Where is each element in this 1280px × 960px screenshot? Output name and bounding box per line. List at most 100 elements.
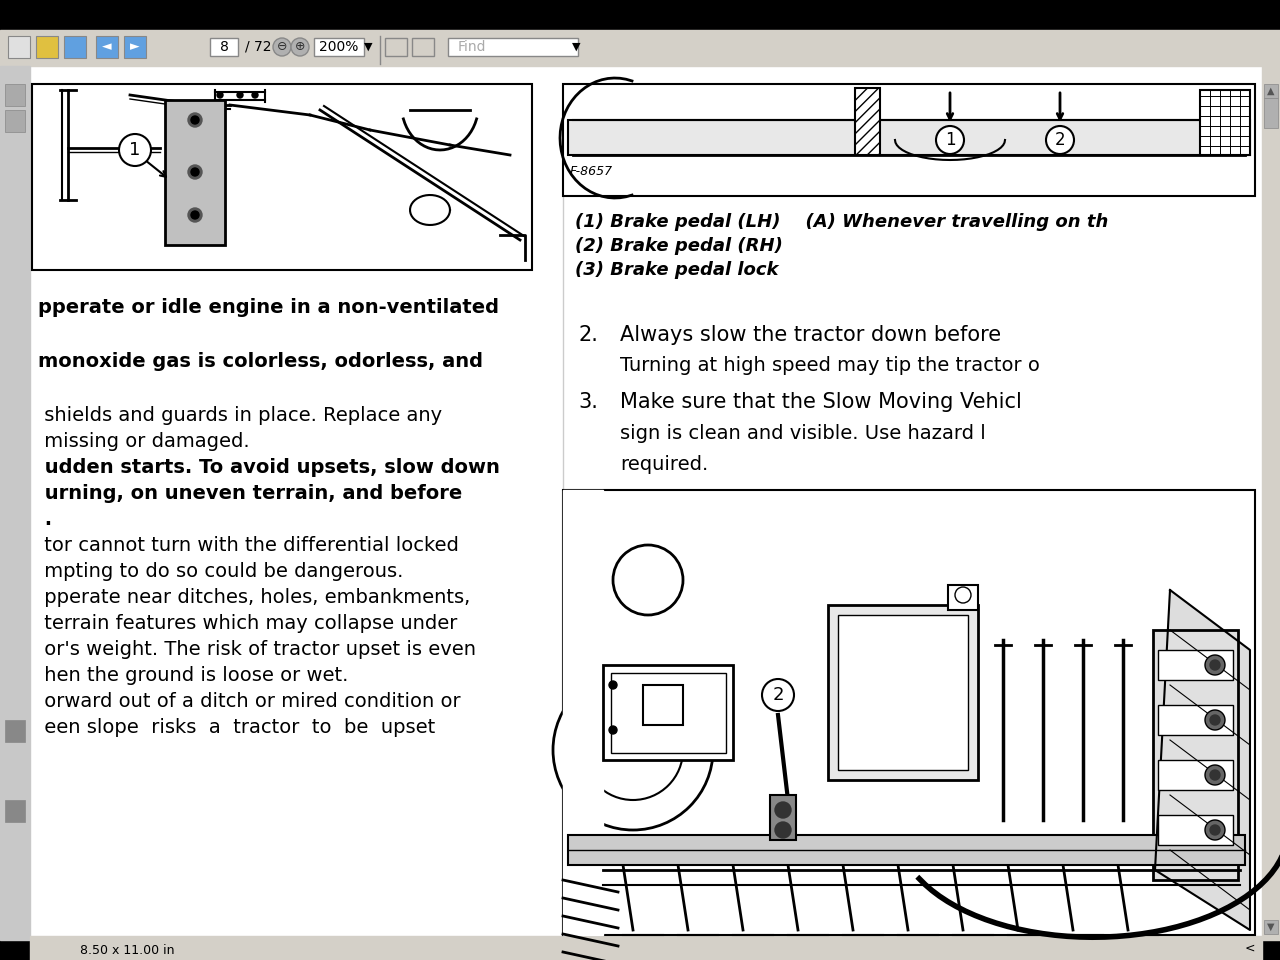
Text: Find: Find <box>458 40 486 54</box>
Bar <box>855 88 881 155</box>
Text: ▼: ▼ <box>364 42 372 52</box>
Bar <box>8 36 29 58</box>
Text: <: < <box>1244 942 1256 954</box>
Bar <box>603 665 733 760</box>
Bar <box>1158 705 1233 735</box>
Text: tor cannot turn with the differential locked: tor cannot turn with the differential lo… <box>38 536 458 555</box>
Bar <box>643 685 684 725</box>
Bar <box>32 84 532 270</box>
Bar <box>1262 66 1280 940</box>
Circle shape <box>1204 710 1225 730</box>
Bar <box>0 0 1280 30</box>
Text: urning, on uneven terrain, and before: urning, on uneven terrain, and before <box>38 484 462 503</box>
Text: sign is clean and visible. Use hazard l: sign is clean and visible. Use hazard l <box>620 424 986 443</box>
Circle shape <box>582 700 684 800</box>
Bar <box>210 38 238 56</box>
Circle shape <box>609 681 617 689</box>
Text: pperate near ditches, holes, embankments,: pperate near ditches, holes, embankments… <box>38 588 470 607</box>
Text: 1: 1 <box>129 141 141 159</box>
Text: 8: 8 <box>220 40 228 54</box>
Circle shape <box>191 116 198 124</box>
Text: (3) Brake pedal lock: (3) Brake pedal lock <box>575 261 778 279</box>
Circle shape <box>609 726 617 734</box>
Circle shape <box>119 134 151 166</box>
Text: 2: 2 <box>772 686 783 704</box>
Bar <box>1158 760 1233 790</box>
Circle shape <box>188 208 202 222</box>
Bar <box>1153 630 1238 880</box>
Bar <box>838 615 968 770</box>
Text: Always slow the tractor down before: Always slow the tractor down before <box>620 325 1001 345</box>
Bar <box>448 38 579 56</box>
Text: 200%: 200% <box>319 40 358 54</box>
Circle shape <box>553 670 713 830</box>
Bar <box>64 36 86 58</box>
Circle shape <box>218 92 223 98</box>
Text: 2.: 2. <box>579 325 598 345</box>
Bar <box>1265 920 1277 934</box>
Circle shape <box>936 126 964 154</box>
Circle shape <box>1204 765 1225 785</box>
Bar <box>0 30 1280 66</box>
Text: ⊕: ⊕ <box>294 40 305 54</box>
Circle shape <box>191 168 198 176</box>
Circle shape <box>1210 770 1220 780</box>
Circle shape <box>252 92 259 98</box>
Text: ◄: ◄ <box>102 40 111 54</box>
Bar <box>828 605 978 780</box>
Circle shape <box>1210 715 1220 725</box>
Text: hen the ground is loose or wet.: hen the ground is loose or wet. <box>38 666 348 685</box>
Circle shape <box>188 113 202 127</box>
Text: pperate or idle engine in a non-ventilated: pperate or idle engine in a non-ventilat… <box>38 298 499 317</box>
Text: 8.50 x 11.00 in: 8.50 x 11.00 in <box>79 944 174 956</box>
Text: ▼: ▼ <box>572 42 580 52</box>
Text: 3.: 3. <box>579 392 598 412</box>
Bar <box>568 120 1251 155</box>
Bar <box>96 36 118 58</box>
Bar <box>5 720 26 742</box>
Circle shape <box>1204 655 1225 675</box>
Bar <box>0 66 29 940</box>
Circle shape <box>237 92 243 98</box>
Text: / 72: / 72 <box>244 40 271 54</box>
Text: een slope  risks  a  tractor  to  be  upset: een slope risks a tractor to be upset <box>38 718 435 737</box>
Text: or's weight. The risk of tractor upset is even: or's weight. The risk of tractor upset i… <box>38 640 476 659</box>
Text: F-8657: F-8657 <box>570 165 613 178</box>
Text: terrain features which may collapse under: terrain features which may collapse unde… <box>38 614 457 633</box>
Circle shape <box>774 802 791 818</box>
Text: ►: ► <box>131 40 140 54</box>
Bar <box>5 110 26 132</box>
Bar <box>5 800 26 822</box>
Bar <box>1158 650 1233 680</box>
Bar <box>314 38 364 56</box>
Text: shields and guards in place. Replace any: shields and guards in place. Replace any <box>38 406 442 425</box>
Circle shape <box>1210 660 1220 670</box>
Polygon shape <box>1155 590 1251 930</box>
Text: 1: 1 <box>945 131 955 149</box>
Text: Make sure that the Slow Moving Vehicl: Make sure that the Slow Moving Vehicl <box>620 392 1021 412</box>
Bar <box>611 673 726 753</box>
Circle shape <box>273 38 291 56</box>
Text: .: . <box>38 510 52 529</box>
Bar <box>385 38 407 56</box>
Text: missing or damaged.: missing or damaged. <box>38 432 250 451</box>
Bar <box>568 835 1245 865</box>
Bar <box>771 795 796 840</box>
Text: ▼: ▼ <box>1267 922 1275 932</box>
Bar <box>5 84 26 106</box>
Circle shape <box>291 38 308 56</box>
Bar <box>1158 815 1233 845</box>
Text: udden starts. To avoid upsets, slow down: udden starts. To avoid upsets, slow down <box>38 458 500 477</box>
Circle shape <box>1210 825 1220 835</box>
Bar <box>563 490 603 935</box>
Text: mpting to do so could be dangerous.: mpting to do so could be dangerous. <box>38 562 403 581</box>
Circle shape <box>774 822 791 838</box>
Circle shape <box>191 211 198 219</box>
Text: (2) Brake pedal (RH): (2) Brake pedal (RH) <box>575 237 783 255</box>
Circle shape <box>1046 126 1074 154</box>
Text: (1) Brake pedal (LH)    (A) Whenever travelling on th: (1) Brake pedal (LH) (A) Whenever travel… <box>575 213 1108 231</box>
Text: 2: 2 <box>1055 131 1065 149</box>
Circle shape <box>188 165 202 179</box>
Bar <box>165 100 225 245</box>
Text: ▲: ▲ <box>1267 86 1275 96</box>
